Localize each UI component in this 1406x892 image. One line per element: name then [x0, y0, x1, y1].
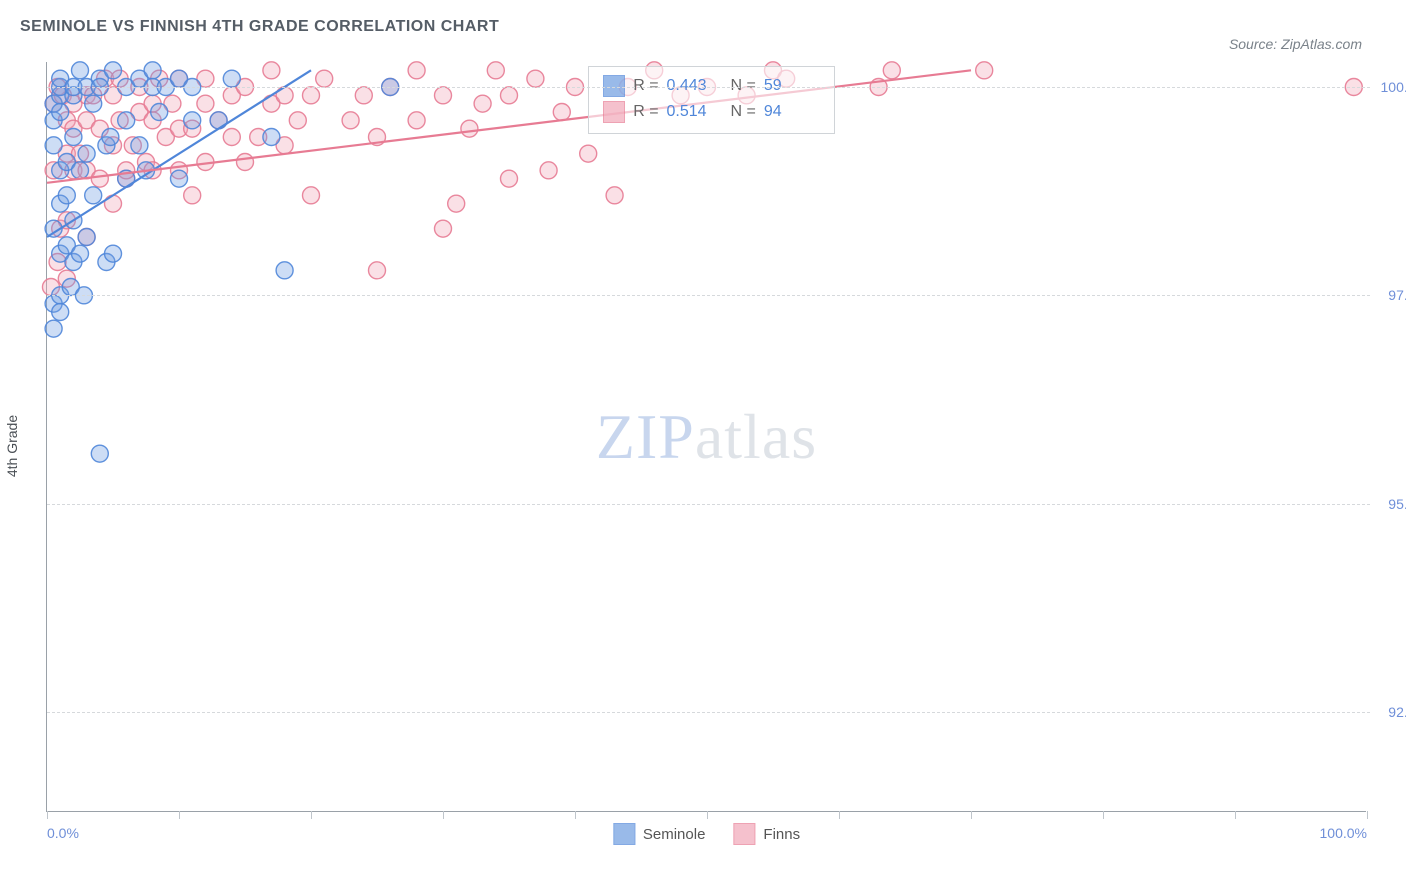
legend-label: Finns — [763, 826, 800, 843]
y-axis-label: 4th Grade — [4, 415, 20, 477]
y-tick-label: 97.5% — [1388, 287, 1406, 303]
swatch-seminole-icon — [603, 75, 625, 97]
stats-row-finns: R = 0.514 N = 94 — [603, 99, 820, 125]
y-tick-label: 95.0% — [1388, 496, 1406, 512]
legend-label: Seminole — [643, 826, 706, 843]
x-tick-label: 100.0% — [1320, 825, 1367, 841]
legend-item-seminole: Seminole — [613, 823, 706, 845]
source-label: Source: ZipAtlas.com — [1229, 36, 1362, 52]
x-tick-label: 0.0% — [47, 825, 79, 841]
stats-row-seminole: R = 0.443 N = 59 — [603, 73, 820, 99]
chart-title: SEMINOLE VS FINNISH 4TH GRADE CORRELATIO… — [20, 18, 499, 35]
swatch-finns-icon — [603, 101, 625, 123]
stats-legend: R = 0.443 N = 59 R = 0.514 N = 94 — [588, 66, 835, 134]
swatch-finns-icon — [733, 823, 755, 845]
series-legend: Seminole Finns — [613, 823, 800, 845]
scatter-svg — [47, 62, 1366, 811]
legend-item-finns: Finns — [733, 823, 800, 845]
scatter-plot-area: ZIPatlas R = 0.443 N = 59 R = 0.514 N = … — [46, 62, 1366, 812]
y-tick-label: 92.5% — [1388, 704, 1406, 720]
swatch-seminole-icon — [613, 823, 635, 845]
y-tick-label: 100.0% — [1381, 79, 1406, 95]
